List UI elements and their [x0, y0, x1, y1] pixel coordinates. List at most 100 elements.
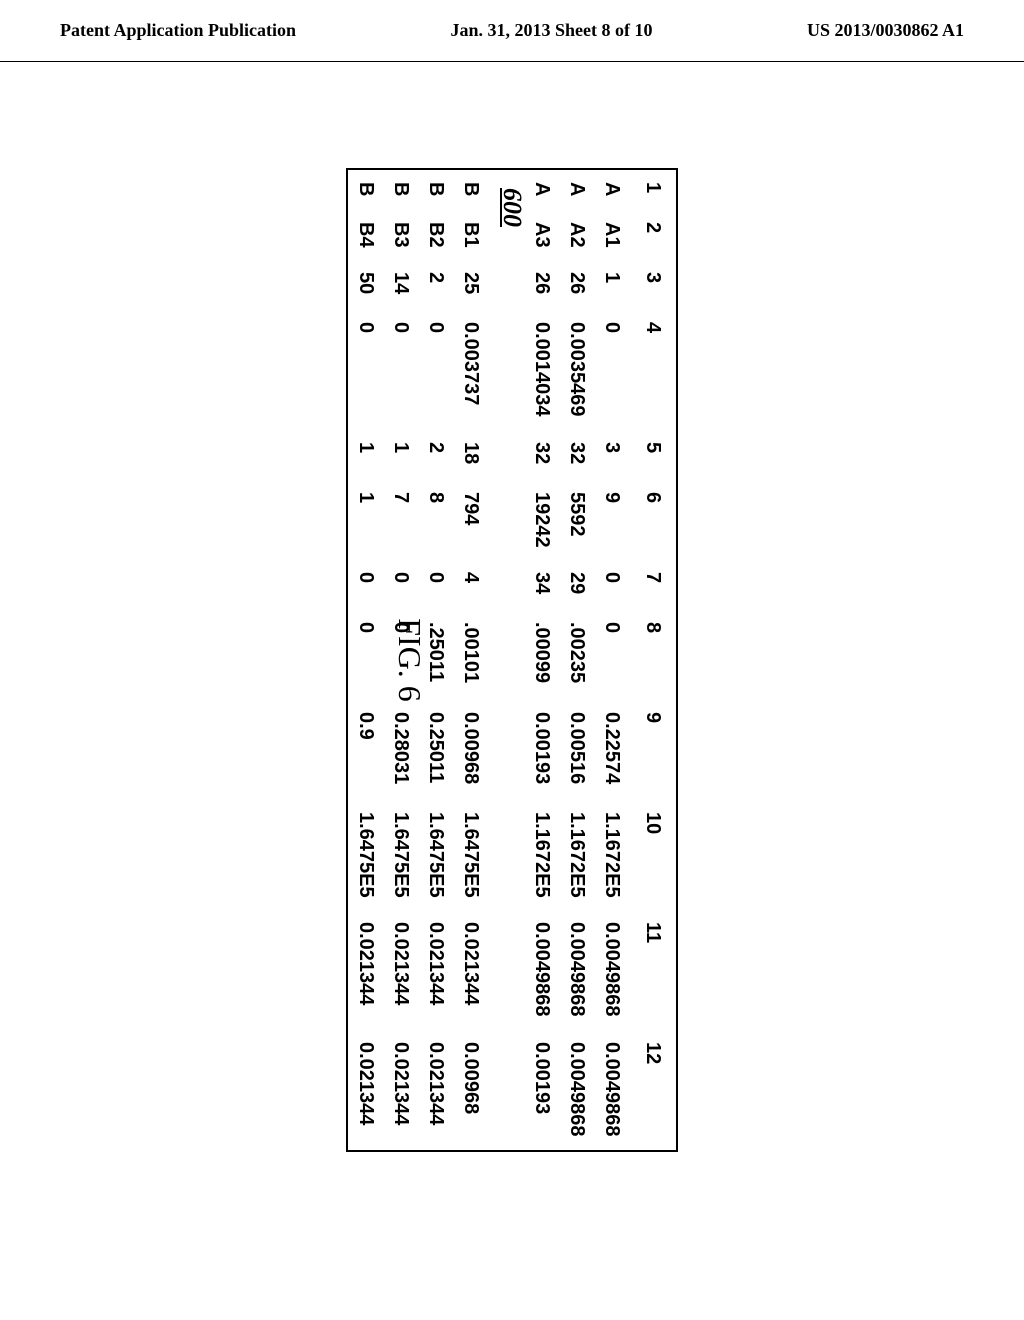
cell: B — [453, 170, 488, 210]
table-row: B B4 50 0 1 1 0 0 0.9 1.6475E5 0.021344 … — [348, 170, 383, 1150]
cell: 0.0014034 — [524, 310, 559, 430]
col-header: 4 — [629, 310, 676, 430]
cell: 0 — [594, 310, 629, 430]
cell: 9 — [594, 480, 629, 560]
cell: 0.25011 — [418, 700, 453, 800]
col-header: 9 — [629, 700, 676, 800]
cell: 1.1672E5 — [559, 800, 594, 910]
cell: 32 — [524, 430, 559, 480]
cell: A — [559, 170, 594, 210]
cell: 0.00516 — [559, 700, 594, 800]
cell: B — [383, 170, 418, 210]
cell: 1.6475E5 — [453, 800, 488, 910]
cell: B4 — [348, 210, 383, 260]
cell: 0.021344 — [348, 910, 383, 1030]
cell: A — [524, 170, 559, 210]
cell: 0.22574 — [594, 700, 629, 800]
cell: 34 — [524, 560, 559, 610]
cell: 0.0049868 — [594, 910, 629, 1030]
col-header: 3 — [629, 260, 676, 310]
cell: 1 — [594, 260, 629, 310]
cell: 18 — [453, 430, 488, 480]
header-right: US 2013/0030862 A1 — [807, 20, 964, 41]
figure-title: FIG. 6 — [391, 618, 428, 702]
col-header: 6 — [629, 480, 676, 560]
cell: 1 — [348, 480, 383, 560]
table-row: A A2 26 0.0035469 32 5592 29 .00235 0.00… — [559, 170, 594, 1150]
cell: 0.021344 — [383, 1030, 418, 1150]
cell: 0.00968 — [453, 1030, 488, 1150]
cell: 0.021344 — [418, 910, 453, 1030]
cell: 0 — [594, 610, 629, 700]
cell: 0.00193 — [524, 700, 559, 800]
cell: 0.021344 — [418, 1030, 453, 1150]
cell: 0 — [383, 560, 418, 610]
cell: 8 — [418, 480, 453, 560]
cell: B — [348, 170, 383, 210]
cell: 0.0049868 — [524, 910, 559, 1030]
cell: 0.021344 — [383, 910, 418, 1030]
cell: 0.0035469 — [559, 310, 594, 430]
col-header: 11 — [629, 910, 676, 1030]
cell: .00099 — [524, 610, 559, 700]
cell: 0 — [418, 560, 453, 610]
cell: 14 — [383, 260, 418, 310]
cell: 1.6475E5 — [348, 800, 383, 910]
cell: 2 — [418, 430, 453, 480]
cell: 1.1672E5 — [524, 800, 559, 910]
cell: 0.9 — [348, 700, 383, 800]
cell: 5592 — [559, 480, 594, 560]
cell: 50 — [348, 260, 383, 310]
cell: 0.003737 — [453, 310, 488, 430]
cell: 19242 — [524, 480, 559, 560]
cell: .00235 — [559, 610, 594, 700]
cell: A3 — [524, 210, 559, 260]
cell: 3 — [594, 430, 629, 480]
cell: 1.1672E5 — [594, 800, 629, 910]
cell: 1.6475E5 — [418, 800, 453, 910]
header-center: Jan. 31, 2013 Sheet 8 of 10 — [451, 20, 653, 41]
cell: 32 — [559, 430, 594, 480]
cell: 1.6475E5 — [383, 800, 418, 910]
cell: 4 — [453, 560, 488, 610]
figure-reference-number: 600 — [497, 188, 527, 227]
cell: 0.0049868 — [559, 1030, 594, 1150]
cell: 1 — [348, 430, 383, 480]
col-header: 7 — [629, 560, 676, 610]
cell: 1 — [383, 430, 418, 480]
cell: B1 — [453, 210, 488, 260]
table-row: B B1 25 0.003737 18 794 4 .00101 0.00968… — [453, 170, 488, 1150]
cell: 0 — [348, 310, 383, 430]
cell: 2 — [418, 260, 453, 310]
cell: 0.00193 — [524, 1030, 559, 1150]
cell: 26 — [559, 260, 594, 310]
table-header-row: 1 2 3 4 5 6 7 8 9 10 11 12 — [629, 170, 676, 1150]
cell: 0 — [348, 560, 383, 610]
cell: 794 — [453, 480, 488, 560]
cell: 0.021344 — [348, 1030, 383, 1150]
col-header: 5 — [629, 430, 676, 480]
cell: 0 — [594, 560, 629, 610]
cell: 26 — [524, 260, 559, 310]
group-separator — [488, 170, 524, 1150]
cell: 25 — [453, 260, 488, 310]
header-left: Patent Application Publication — [60, 20, 296, 41]
table-row: A A1 1 0 3 9 0 0 0.22574 1.1672E5 0.0049… — [594, 170, 629, 1150]
col-header: 1 — [629, 170, 676, 210]
cell: B — [418, 170, 453, 210]
cell: A — [594, 170, 629, 210]
cell: 29 — [559, 560, 594, 610]
col-header: 10 — [629, 800, 676, 910]
cell: A1 — [594, 210, 629, 260]
col-header: 8 — [629, 610, 676, 700]
cell: 0.021344 — [453, 910, 488, 1030]
cell: A2 — [559, 210, 594, 260]
cell: 0.0049868 — [594, 1030, 629, 1150]
cell: .00101 — [453, 610, 488, 700]
cell: 0.0049868 — [559, 910, 594, 1030]
cell: 0 — [383, 310, 418, 430]
col-header: 2 — [629, 210, 676, 260]
cell: 7 — [383, 480, 418, 560]
col-header: 12 — [629, 1030, 676, 1150]
cell: 0.00968 — [453, 700, 488, 800]
